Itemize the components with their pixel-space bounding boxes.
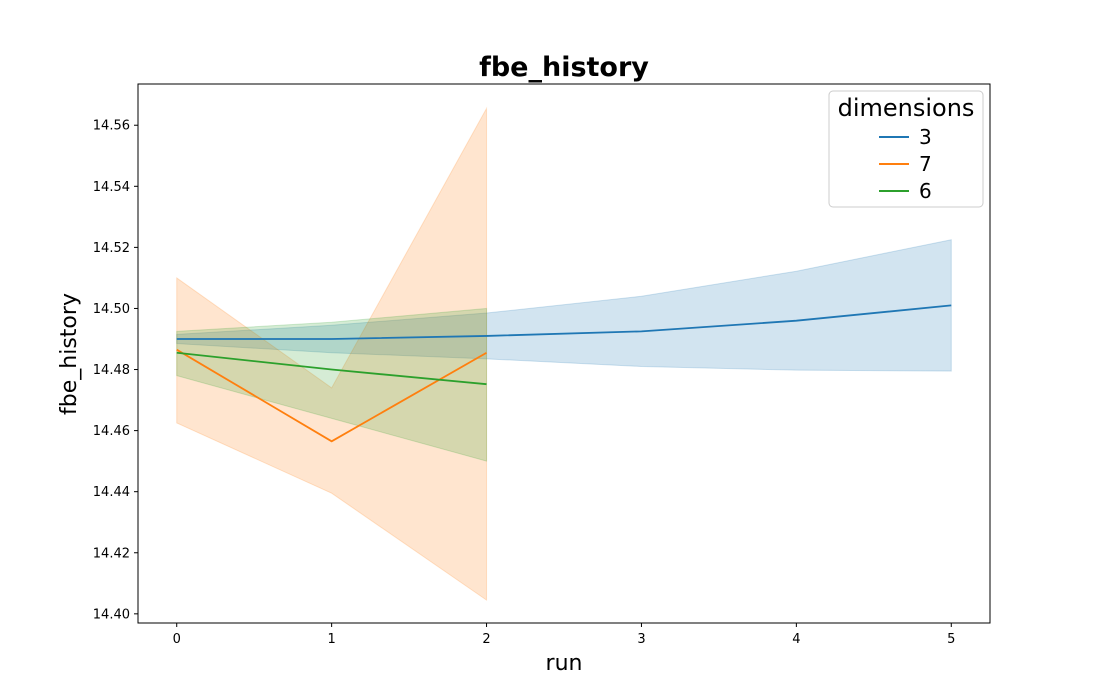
y-tick-label: 14.56 xyxy=(93,119,130,134)
chart-title: fbe_history xyxy=(479,52,649,83)
plot-frame xyxy=(137,83,991,624)
y-tick-label: 14.44 xyxy=(93,485,130,500)
legend: dimensions 3 7 6 xyxy=(828,90,984,208)
x-tick-label: 2 xyxy=(482,632,490,647)
series-lines xyxy=(176,304,952,443)
ci-band-series-6 xyxy=(176,307,488,462)
y-tick-label: 14.54 xyxy=(93,180,130,195)
ci-band-series-7 xyxy=(176,106,488,602)
legend-box xyxy=(828,90,984,208)
x-tick-label: 5 xyxy=(947,632,955,647)
legend-title: dimensions xyxy=(838,94,975,122)
x-tick-label: 4 xyxy=(792,632,800,647)
x-axis-ticks: 0 1 2 3 4 5 xyxy=(173,623,955,647)
y-tick-label: 14.46 xyxy=(93,424,130,439)
y-tick-label: 14.52 xyxy=(93,241,130,256)
x-tick-label: 3 xyxy=(637,632,645,647)
y-tick-label: 14.50 xyxy=(93,302,130,317)
y-tick-label: 14.48 xyxy=(93,363,130,378)
legend-label-series-6: 6 xyxy=(919,179,932,203)
y-tick-label: 14.40 xyxy=(93,607,130,622)
x-tick-label: 1 xyxy=(327,632,335,647)
y-axis-ticks: 14.40 14.42 14.44 14.46 14.48 14.50 14.52 14.54… xyxy=(93,119,138,622)
y-axis-label: fbe_history xyxy=(57,293,82,415)
x-axis-label: run xyxy=(546,651,583,676)
x-tick-label: 0 xyxy=(173,632,181,647)
legend-label-series-7: 7 xyxy=(919,152,932,176)
legend-label-series-3: 3 xyxy=(919,125,932,149)
legend-items: 3 7 6 xyxy=(879,125,932,203)
y-tick-label: 14.42 xyxy=(93,546,130,561)
line-series-3 xyxy=(176,304,952,340)
